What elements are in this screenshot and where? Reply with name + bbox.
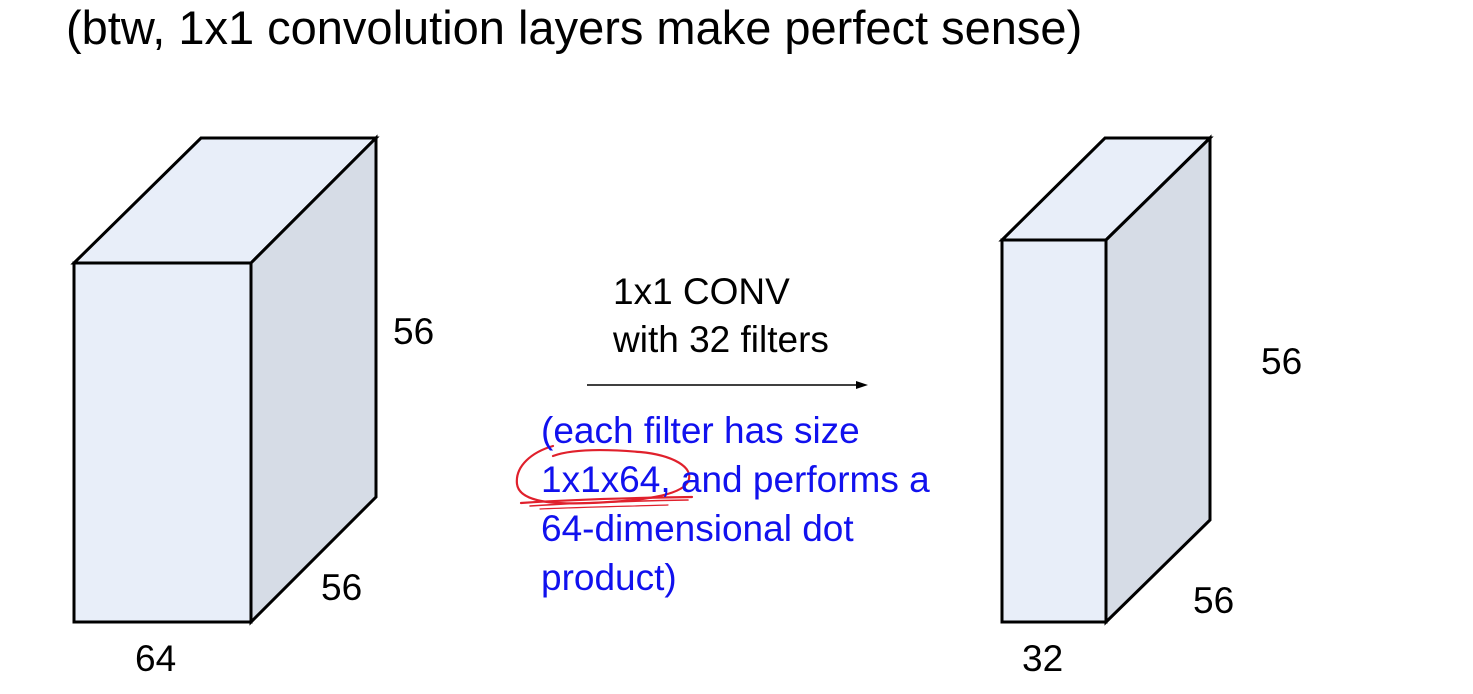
- output-height-label: 56: [1261, 341, 1303, 382]
- output-volume-front-face: [1000, 238, 1108, 624]
- filter-note: (each filter has size 1x1x64, and perfor…: [541, 406, 930, 602]
- note-line-1: (each filter has size: [541, 410, 860, 451]
- conv-arrow: [587, 381, 868, 389]
- slide-title: (btw, 1x1 convolution layers make perfec…: [66, 1, 1083, 54]
- note-line-3: 64-dimensional dot: [541, 508, 854, 549]
- handwritten-circle-annotation: [515, 444, 694, 510]
- input-height-label: 56: [393, 311, 435, 352]
- note-line-2-rest: , and performs a: [660, 459, 930, 500]
- note-line-2: 1x1x64, and performs a: [541, 455, 930, 504]
- output-depth-label: 32: [1022, 638, 1064, 679]
- output-width-label: 56: [1193, 580, 1235, 621]
- input-volume: [70, 134, 380, 626]
- input-volume-front-face: [72, 261, 253, 624]
- note-filter-size: 1x1x64: [541, 459, 661, 500]
- operation-subtitle: with 32 filters: [613, 319, 829, 360]
- note-line-4: product): [541, 557, 677, 598]
- output-volume: [998, 134, 1214, 626]
- operation-title: 1x1 CONV: [613, 271, 790, 312]
- input-depth-label: 64: [135, 638, 177, 679]
- input-width-label: 56: [321, 567, 363, 608]
